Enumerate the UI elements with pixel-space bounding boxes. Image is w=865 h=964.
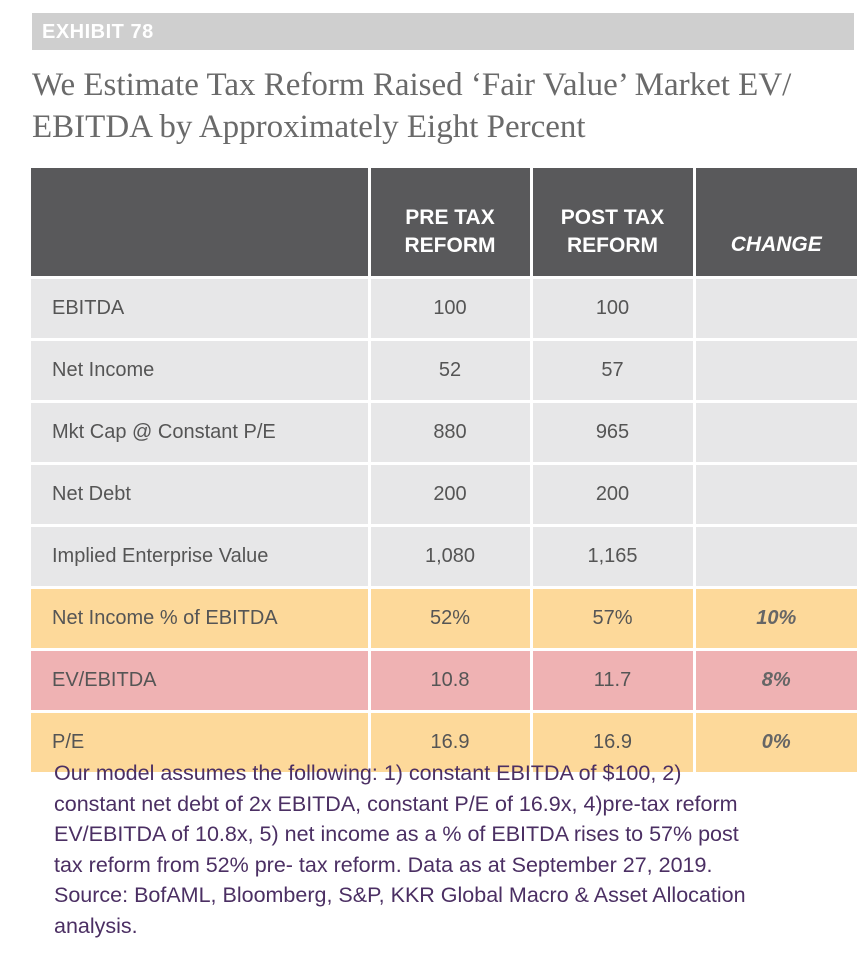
change-value: 10%	[694, 586, 857, 650]
header-post-tax-reform: POST TAX REFORM	[531, 168, 696, 278]
row-label: Net Income % of EBITDA	[31, 586, 371, 650]
post-value: 1,165	[531, 524, 696, 588]
header-pre-tax-reform: PRE TAX REFORM	[369, 168, 533, 278]
table-row-highlight: EV/EBITDA 10.8 11.7 8%	[31, 648, 857, 712]
title-line-2: EBITDA by Approximately Eight Percent	[32, 109, 586, 145]
row-label: P/E	[31, 710, 371, 772]
pre-value: 1,080	[369, 524, 533, 588]
table-row: EBITDA 100 100	[31, 276, 857, 340]
post-value: 57%	[531, 586, 696, 650]
change-value	[694, 338, 857, 402]
post-value: 100	[531, 276, 696, 340]
change-value	[694, 462, 857, 526]
post-value: 965	[531, 400, 696, 464]
row-label: Mkt Cap @ Constant P/E	[31, 400, 371, 464]
change-value	[694, 276, 857, 340]
table-row-highlight: P/E 16.9 16.9 0%	[31, 710, 857, 772]
pre-value: 52	[369, 338, 533, 402]
table-row: Net Debt 200 200	[31, 462, 857, 526]
post-value: 16.9	[531, 710, 696, 772]
tax-reform-table: PRE TAX REFORM POST TAX REFORM CHANGE EBIT…	[31, 168, 857, 772]
pre-value: 10.8	[369, 648, 533, 712]
table-header-row: PRE TAX REFORM POST TAX REFORM CHANGE	[31, 168, 857, 278]
title-line-1: We Estimate Tax Reform Raised ‘Fair Valu…	[32, 67, 792, 103]
row-label: Net Income	[31, 338, 371, 402]
exhibit-label: EXHIBIT 78	[32, 13, 854, 50]
footnote: Our model assumes the following: 1) cons…	[54, 758, 844, 941]
footnote-line: Our model assumes the following: 1) cons…	[54, 761, 682, 785]
table-row-highlight: Net Income % of EBITDA 52% 57% 10%	[31, 586, 857, 650]
footnote-line: Source: BofAML, Bloomberg, S&P, KKR Glob…	[54, 883, 746, 907]
post-value: 11.7	[531, 648, 696, 712]
change-value: 0%	[694, 710, 857, 772]
row-label: Implied Enterprise Value	[31, 524, 371, 588]
change-value	[694, 524, 857, 588]
table-row: Net Income 52 57	[31, 338, 857, 402]
change-value: 8%	[694, 648, 857, 712]
header-change: CHANGE	[694, 168, 857, 278]
pre-value: 200	[369, 462, 533, 526]
header-label-col	[31, 168, 371, 278]
pre-value: 16.9	[369, 710, 533, 772]
row-label: Net Debt	[31, 462, 371, 526]
pre-value: 100	[369, 276, 533, 340]
page-title: We Estimate Tax Reform Raised ‘Fair Valu…	[32, 64, 852, 148]
change-value	[694, 400, 857, 464]
footnote-line: analysis.	[54, 913, 138, 938]
row-label: EBITDA	[31, 276, 371, 340]
pre-value: 52%	[369, 586, 533, 650]
row-label: EV/EBITDA	[31, 648, 371, 712]
pre-value: 880	[369, 400, 533, 464]
table-row: Mkt Cap @ Constant P/E 880 965	[31, 400, 857, 464]
footnote-line: constant net debt of 2x EBITDA, constant…	[54, 791, 738, 816]
footnote-line: tax reform from 52% pre- tax reform. Dat…	[54, 852, 713, 877]
post-value: 57	[531, 338, 696, 402]
table-row: Implied Enterprise Value 1,080 1,165	[31, 524, 857, 588]
post-value: 200	[531, 462, 696, 526]
footnote-line: EV/EBITDA of 10.8x, 5) net income as a %…	[54, 822, 739, 846]
